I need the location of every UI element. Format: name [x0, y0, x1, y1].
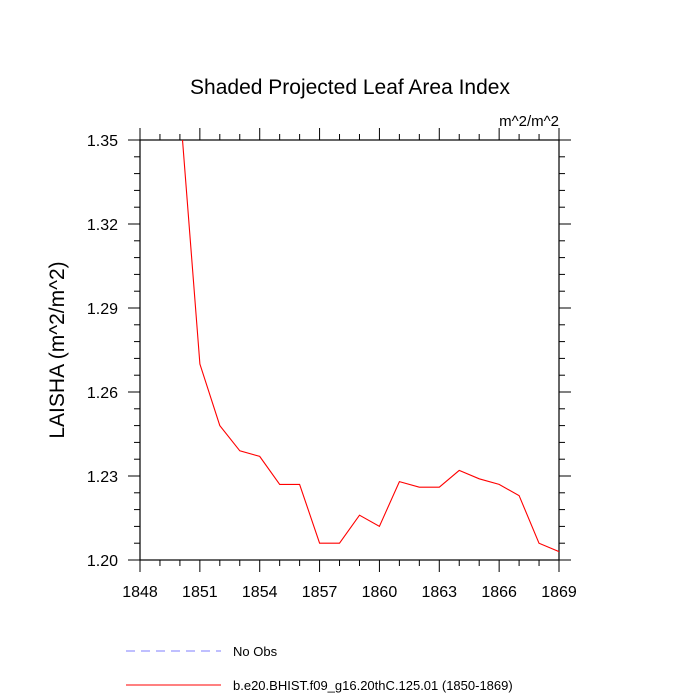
legend-label-no-obs: No Obs: [233, 644, 278, 659]
legend: No Obs b.e20.BHIST.f09_g16.20thC.125.01 …: [126, 644, 513, 693]
y-tick-label: 1.29: [87, 301, 118, 318]
y-axis-label: LAISHA (m^2/m^2): [46, 261, 69, 438]
legend-label-series: b.e20.BHIST.f09_g16.20thC.125.01 (1850-1…: [233, 678, 513, 693]
x-tick-label: 1869: [541, 584, 577, 601]
chart-title: Shaded Projected Leaf Area Index: [190, 76, 510, 99]
y-tick-label: 1.20: [87, 553, 118, 570]
y-tick-label: 1.23: [87, 469, 118, 486]
y-tick-label: 1.35: [87, 133, 118, 150]
x-tick-label: 1857: [302, 584, 338, 601]
x-tick-label: 1854: [242, 584, 278, 601]
x-tick-label: 1863: [421, 584, 457, 601]
data-points: [198, 363, 560, 554]
x-tick-label: 1851: [182, 584, 218, 601]
units-label: m^2/m^2: [499, 113, 559, 130]
x-tick-label: 1866: [481, 584, 517, 601]
x-tick-label: 1848: [122, 584, 158, 601]
x-tick-label: 1860: [362, 584, 398, 601]
axis-ticks: [128, 128, 571, 572]
y-tick-label: 1.26: [87, 385, 118, 402]
plot-frame: [139, 139, 560, 561]
series-line: [181, 140, 559, 553]
y-tick-label: 1.32: [87, 217, 118, 234]
tick-labels: 1848 1851 1854 1857 1860 1863 1866 1869 1.20 1.23…: [87, 133, 577, 601]
